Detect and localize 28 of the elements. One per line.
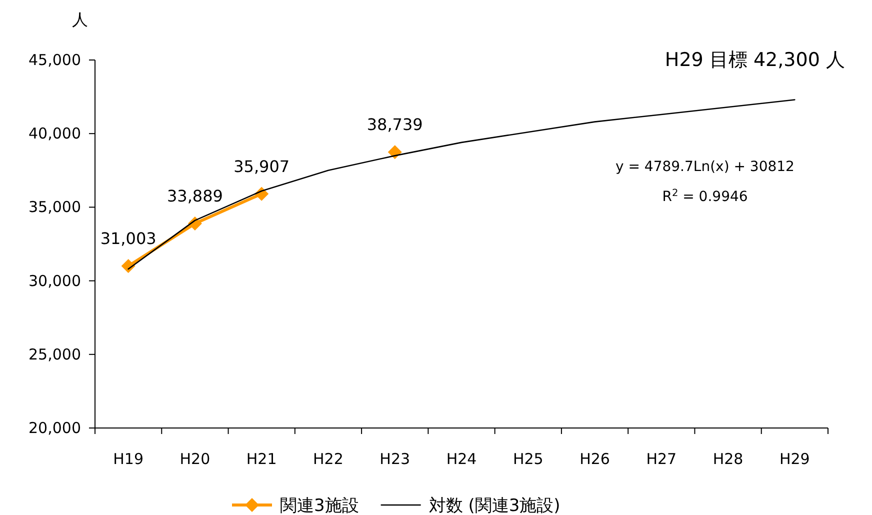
y-tick-label: 30,000 bbox=[28, 272, 81, 290]
annotation: H29 目標 42,300 人 bbox=[664, 49, 845, 71]
point bbox=[388, 145, 402, 160]
x-tick-label: H29 bbox=[779, 450, 810, 468]
x-tick-label: H26 bbox=[580, 450, 610, 468]
x-tick-label: H19 bbox=[113, 450, 144, 468]
x-tick-label: H21 bbox=[246, 450, 277, 468]
x-tick-label: H22 bbox=[313, 450, 344, 468]
x-tick-label: H28 bbox=[712, 450, 744, 468]
data-label: 38,739 bbox=[366, 115, 423, 134]
y-tick-label: 40,000 bbox=[28, 124, 81, 143]
legend-label: 関連3施設 bbox=[280, 496, 359, 515]
y-tick-label: 45,000 bbox=[28, 51, 81, 69]
y-tick-label: 20,000 bbox=[28, 419, 81, 437]
legend-label: 対数 (関連3施設) bbox=[428, 496, 560, 515]
x-tick-label: H23 bbox=[380, 450, 410, 468]
y-tick-label: 35,000 bbox=[28, 198, 81, 216]
data-label: 33,889 bbox=[166, 186, 223, 206]
y-tick-label: 25,000 bbox=[28, 345, 81, 364]
data-label: 35,907 bbox=[234, 156, 290, 176]
annotation: R$^{2}$ = 0.9946 bbox=[662, 188, 748, 205]
annotation: y = 4789.7Ln(x) + 30812 bbox=[616, 159, 794, 175]
data-label: 31,003 bbox=[100, 229, 156, 248]
x-tick-label: H27 bbox=[646, 450, 677, 468]
x-tick-label: H24 bbox=[446, 450, 477, 468]
x-tick-label: H25 bbox=[512, 450, 544, 468]
x-tick-label: H20 bbox=[180, 450, 210, 468]
y-axis-title: 人 bbox=[72, 10, 88, 29]
